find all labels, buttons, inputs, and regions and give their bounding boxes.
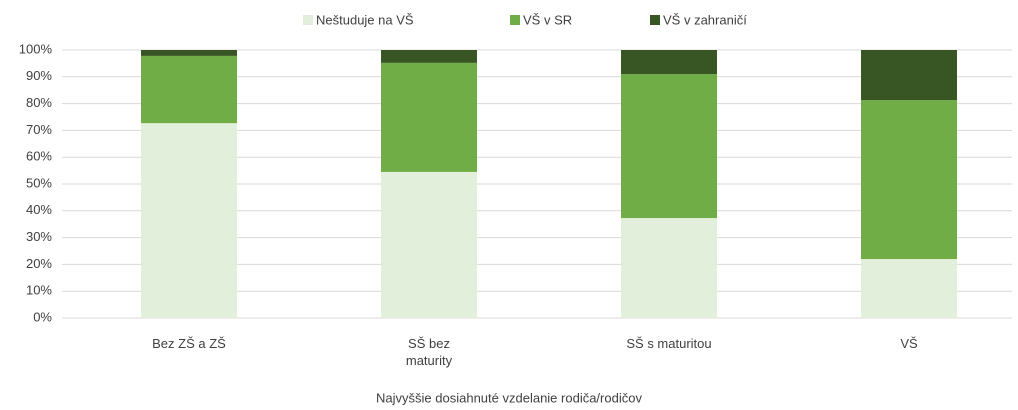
y-tick-label: 30% [26, 229, 52, 244]
bar-segment [621, 50, 717, 75]
y-tick-label: 40% [26, 202, 52, 217]
bar-segment [381, 62, 477, 172]
legend-label: VŠ v zahraničí [663, 12, 747, 27]
y-tick-label: 80% [26, 95, 52, 110]
y-tick-label: 70% [26, 122, 52, 137]
bar-segment [621, 74, 717, 219]
x-tick-label: SŠ s maturitou [626, 336, 712, 351]
bar-segment [141, 50, 237, 56]
y-tick-label: 0% [33, 309, 52, 324]
legend-swatch [650, 15, 660, 25]
legend-swatch [510, 15, 520, 25]
x-axis-title: Najvyššie dosiahnuté vzdelanie rodiča/ro… [376, 390, 642, 405]
y-tick-label: 10% [26, 283, 52, 298]
bar-segment [861, 50, 957, 101]
y-tick-label: 60% [26, 149, 52, 164]
y-tick-label: 20% [26, 256, 52, 271]
bar-segment [381, 171, 477, 318]
bar-segment [141, 55, 237, 124]
x-tick-label: SŠ bez maturity [405, 336, 453, 368]
y-tick-label: 50% [26, 175, 52, 190]
bar-segment [621, 218, 717, 318]
y-tick-label: 100% [19, 41, 53, 56]
legend-swatch [303, 15, 313, 25]
bar-segment [861, 259, 957, 318]
x-tick-label: VŠ [900, 336, 918, 351]
bar-segment [381, 50, 477, 63]
x-tick-label: Bez ZŠ a ZŠ [152, 336, 226, 351]
legend-label: VŠ v SR [523, 12, 572, 27]
bar-segment [141, 123, 237, 318]
bar-segment [861, 100, 957, 260]
legend-label: Neštuduje na VŠ [316, 12, 414, 27]
y-tick-label: 90% [26, 68, 52, 83]
